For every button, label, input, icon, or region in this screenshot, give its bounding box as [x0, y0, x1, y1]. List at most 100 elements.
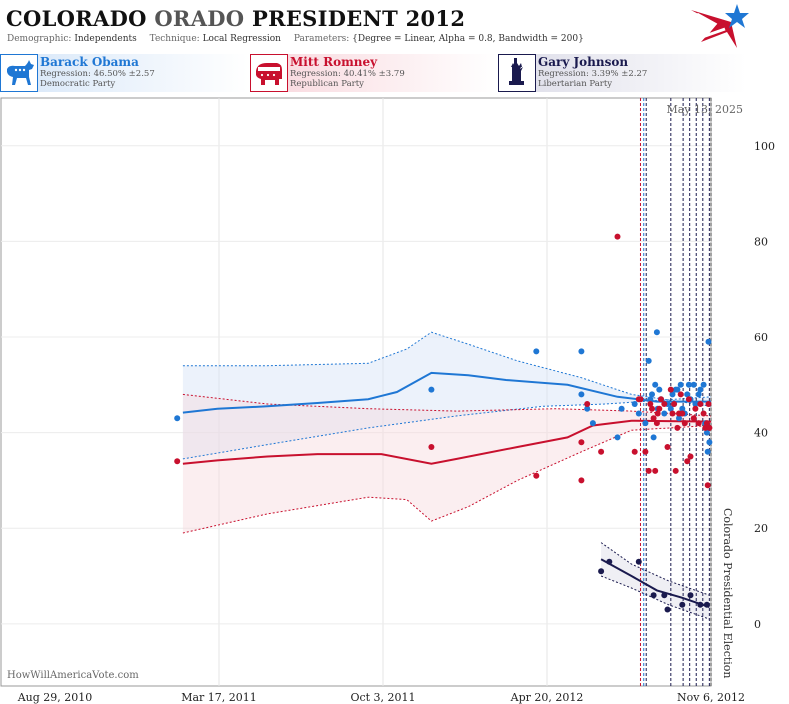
poll-point — [685, 396, 692, 403]
site-logo-icon[interactable] — [687, 2, 751, 50]
x-tick-label: Oct 3, 2011 — [350, 691, 415, 704]
y-tick-label: 80 — [754, 235, 768, 248]
y-tick-label: 0 — [754, 618, 761, 631]
poll-point — [681, 420, 688, 427]
candidate-party: Republican Party — [290, 79, 364, 89]
poll-point — [703, 420, 710, 427]
poll-point — [428, 444, 435, 450]
poll-point — [658, 396, 664, 403]
y-tick-label: 100 — [754, 140, 775, 153]
poll-point — [631, 401, 638, 407]
confidence-band — [601, 542, 710, 620]
date-label: May 13, 2025 — [666, 103, 743, 116]
poll-point — [706, 439, 713, 446]
poll-point — [533, 472, 540, 479]
poll-point — [174, 458, 181, 465]
elephant-icon — [250, 54, 288, 92]
poll-point — [614, 233, 621, 240]
poll-point — [598, 448, 605, 455]
x-tick-label: Aug 29, 2010 — [17, 691, 93, 704]
lower-bound-line — [182, 425, 712, 534]
poll-point — [667, 405, 674, 412]
poll-point — [667, 386, 674, 393]
x-tick-label: Nov 6, 2012 — [677, 691, 745, 704]
poll-point — [653, 329, 660, 336]
poll-point — [679, 601, 686, 608]
poll-point — [652, 381, 659, 388]
poll-point — [642, 448, 649, 455]
poll-point — [578, 391, 585, 398]
poll-point — [700, 381, 707, 388]
poll-point — [706, 424, 713, 431]
poll-point — [649, 391, 655, 398]
poll-point — [690, 415, 697, 422]
poll-point — [174, 415, 181, 422]
confidence-band — [182, 394, 711, 533]
candidate-card-romney: Mitt Romney Regression: 40.41% ±3.79 Rep… — [250, 54, 496, 92]
poll-point — [661, 592, 668, 599]
candidate-card-johnson: Gary Johnson Regression: 3.39% ±2.27 Lib… — [498, 54, 746, 92]
poll-point — [656, 386, 663, 393]
trend-line — [182, 419, 712, 465]
poll-point — [614, 434, 621, 441]
poll-point — [679, 410, 686, 417]
poll-point — [704, 482, 711, 489]
poll-point — [645, 357, 652, 364]
candidate-regression: Regression: 40.41% ±3.79 — [290, 69, 405, 79]
title-state-fragment: ORADO — [154, 6, 245, 31]
poll-point — [687, 592, 694, 599]
poll-chart: 0 20 40 60 80 100 Aug 29, 2010 Mar 17, 2011 Oct … — [0, 97, 775, 704]
poll-point — [618, 405, 625, 412]
poll-point — [677, 381, 684, 388]
poll-point — [653, 420, 660, 427]
parameters-key: Parameters: — [293, 34, 350, 44]
poll-point — [650, 434, 657, 441]
poll-point — [664, 444, 671, 450]
candidate-regression: Regression: 46.50% ±2.57 — [40, 69, 155, 79]
donkey-icon — [0, 54, 38, 92]
lower-bound-line — [182, 396, 712, 460]
poll-point — [702, 424, 709, 431]
poll-point — [676, 415, 682, 422]
poll-point — [584, 405, 591, 412]
poll-point — [661, 401, 668, 407]
lower-bound-line — [600, 575, 710, 620]
technique-value: Local Regression — [202, 34, 281, 44]
y-tick-label: 20 — [754, 522, 768, 535]
poll-point — [669, 391, 676, 398]
poll-point — [697, 401, 704, 407]
candidate-party: Democratic Party — [40, 79, 116, 89]
poll-point — [674, 386, 681, 393]
poll-point — [690, 381, 697, 388]
poll-point — [533, 348, 540, 355]
poll-point — [672, 467, 679, 474]
poll-point — [703, 429, 710, 436]
poll-point — [687, 453, 694, 460]
poll-point — [589, 420, 596, 427]
candidate-party: Libertarian Party — [538, 79, 613, 89]
poll-point — [635, 558, 642, 565]
watermark: HowWillAmericaVote.com — [7, 670, 139, 681]
poll-point — [647, 401, 654, 407]
poll-point — [652, 467, 659, 474]
poll-point — [692, 401, 699, 407]
poll-point — [669, 410, 676, 417]
poll-point — [705, 401, 712, 407]
poll-point — [645, 467, 652, 474]
poll-point — [650, 415, 657, 422]
technique-key: Technique: — [149, 34, 200, 44]
parameters-value: {Degree = Linear, Alpha = 0.8, Bandwidth… — [352, 34, 584, 44]
header: COLORADO ORADO PRESIDENT 2012 Demographi… — [0, 0, 789, 56]
election-label: Colorado Presidential Election — [721, 508, 734, 679]
candidate-name: Gary Johnson — [538, 55, 629, 69]
poll-point — [685, 381, 692, 388]
poll-point — [656, 405, 663, 412]
poll-point — [631, 448, 638, 455]
poll-point — [697, 601, 704, 608]
candidate-name: Barack Obama — [40, 55, 139, 69]
confidence-band — [182, 332, 711, 459]
trend-line — [600, 558, 710, 609]
poll-point — [664, 606, 671, 613]
subtitle: Demographic: Independents Technique: Loc… — [7, 34, 584, 44]
poll-point — [642, 420, 649, 427]
